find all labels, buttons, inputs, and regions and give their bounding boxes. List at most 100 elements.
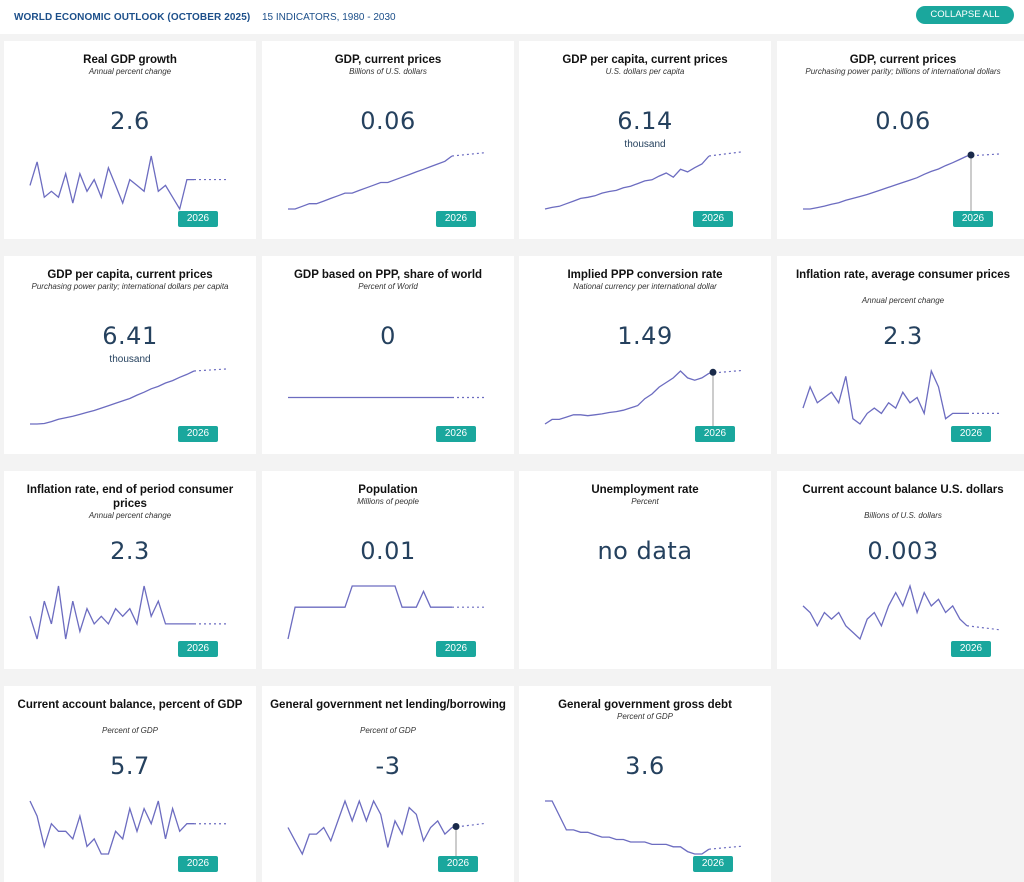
indicator-title: GDP, current prices (849, 54, 957, 66)
indicator-card[interactable]: General government net lending/borrowing… (262, 686, 514, 882)
indicator-card[interactable]: Unemployment rate Percent no data (519, 471, 771, 669)
indicator-unit: Percent of World (358, 282, 418, 291)
indicator-value: -3 (375, 752, 401, 780)
sparkline-chart (802, 583, 1000, 641)
indicator-title: Current account balance, percent of GDP (17, 699, 243, 711)
year-badge[interactable]: 2026 (951, 641, 991, 657)
indicator-title: Inflation rate, end of period consumer p… (26, 484, 234, 510)
collapse-all-button[interactable]: COLLAPSE ALL (916, 6, 1014, 24)
indicator-value: 6.14 (617, 107, 673, 135)
indicator-card[interactable]: Inflation rate, average consumer prices A… (777, 256, 1024, 454)
history-line (544, 155, 710, 210)
indicator-value: 2.3 (110, 537, 150, 565)
history-line (29, 800, 194, 855)
indicator-value: no data (597, 537, 693, 565)
indicator-card[interactable]: Implied PPP conversion rate National curr… (519, 256, 771, 454)
year-badge[interactable]: 2026 (178, 426, 218, 442)
indicator-value: 1.49 (617, 322, 673, 350)
indicator-unit: Percent of GDP (359, 726, 417, 735)
sparkline-chart (287, 585, 484, 640)
year-badge[interactable]: 2026 (178, 641, 218, 657)
year-badge[interactable]: 2026 (695, 426, 735, 442)
indicator-card[interactable]: Current account balance U.S. dollars Bill… (777, 471, 1024, 669)
indicator-value: 0 (380, 322, 396, 350)
year-badge[interactable]: 2026 (436, 426, 476, 442)
indicator-title: GDP based on PPP, share of world (293, 269, 483, 281)
indicator-unit: U.S. dollars per capita (605, 67, 685, 76)
history-line (30, 370, 195, 425)
indicator-value: 2.6 (110, 107, 150, 135)
history-line (29, 155, 194, 211)
year-marker-dot (452, 823, 460, 830)
indicator-card[interactable]: GDP per capita, current prices Purchasing… (4, 256, 256, 454)
year-badge[interactable]: 2026 (438, 856, 478, 872)
history-line (287, 585, 452, 640)
indicator-title: General government gross debt (558, 699, 732, 711)
indicator-unit: Annual percent change (88, 67, 172, 76)
indicator-unit: Percent of GDP (616, 712, 674, 721)
indicator-card[interactable]: Population Millions of people 0.01 2026 (262, 471, 514, 669)
indicator-value: 2.3 (883, 322, 923, 350)
value-unit: thousand (109, 354, 151, 365)
indicator-unit: Annual percent change (861, 296, 945, 305)
indicator-title: Inflation rate, average consumer prices (795, 269, 1011, 281)
year-badge[interactable]: 2026 (436, 211, 476, 227)
indicator-count: 15 INDICATORS, 1980 - 2030 (262, 12, 396, 23)
indicator-value: 0.06 (360, 107, 416, 135)
indicator-card[interactable]: GDP based on PPP, share of world Percent … (262, 256, 514, 454)
year-marker-dot (709, 368, 717, 376)
year-badge[interactable]: 2026 (951, 426, 991, 442)
indicator-value: 0.01 (360, 537, 416, 565)
indicator-unit: Purchasing power parity; international d… (31, 282, 229, 291)
forecast-line (966, 625, 1000, 631)
indicator-value: 5.7 (110, 752, 150, 780)
indicator-card[interactable]: GDP, current prices Billions of U.S. doll… (262, 41, 514, 239)
indicator-card[interactable]: General government gross debt Percent of … (519, 686, 771, 882)
history-line (802, 583, 968, 641)
indicator-unit: Percent of GDP (101, 726, 159, 735)
indicator-unit: National currency per international doll… (573, 282, 717, 291)
history-line (802, 368, 967, 425)
indicator-title: GDP per capita, current prices (562, 54, 728, 66)
year-badge[interactable]: 2026 (953, 211, 993, 227)
indicator-card[interactable]: Real GDP growth Annual percent change 2.6 2… (4, 41, 256, 239)
year-badge[interactable]: 2026 (178, 211, 218, 227)
indicator-card[interactable]: Inflation rate, end of period consumer p… (4, 471, 256, 669)
year-badge[interactable]: 2026 (436, 641, 476, 657)
sparkline-chart (29, 585, 226, 640)
sparkline-chart (545, 800, 742, 855)
forecast-line (193, 368, 227, 372)
year-badge[interactable]: 2026 (178, 856, 218, 872)
history-line (803, 155, 968, 210)
year-badge[interactable]: 2026 (693, 856, 733, 872)
indicator-title: Real GDP growth (83, 54, 177, 66)
indicator-title: Current account balance U.S. dollars (802, 484, 1004, 496)
history-line (29, 585, 194, 640)
top-bar: WORLD ECONOMIC OUTLOOK (OCTOBER 2025) 15… (0, 0, 1024, 34)
sparkline-chart (544, 151, 742, 210)
year-marker-dot (967, 151, 975, 159)
sparkline-chart (29, 800, 226, 855)
indicator-card[interactable]: GDP per capita, current prices U.S. dolla… (519, 41, 771, 239)
sparkline-chart (29, 155, 226, 211)
indicator-title: Implied PPP conversion rate (567, 269, 723, 281)
indicator-title: GDP per capita, current prices (47, 269, 213, 281)
indicator-value: 6.41 (102, 322, 158, 350)
forecast-line (708, 845, 742, 850)
indicator-title: GDP, current prices (334, 54, 442, 66)
indicator-title: Population (358, 484, 418, 496)
sparkline-chart (288, 396, 484, 399)
forecast-line (451, 152, 485, 157)
indicator-card[interactable]: GDP, current prices Purchasing power pari… (777, 41, 1024, 239)
sparkline-chart (802, 368, 999, 425)
indicator-title: Unemployment rate (591, 484, 699, 496)
sparkline-chart (288, 152, 485, 210)
indicator-title: General government net lending/borrowing (270, 699, 506, 711)
indicator-value: 3.6 (625, 752, 665, 780)
sparkline-chart (803, 151, 1000, 213)
sparkline-chart (30, 368, 227, 425)
year-badge[interactable]: 2026 (693, 211, 733, 227)
history-line (544, 370, 710, 425)
indicator-card[interactable]: Current account balance, percent of GDP P… (4, 686, 256, 882)
value-unit: thousand (624, 139, 666, 150)
